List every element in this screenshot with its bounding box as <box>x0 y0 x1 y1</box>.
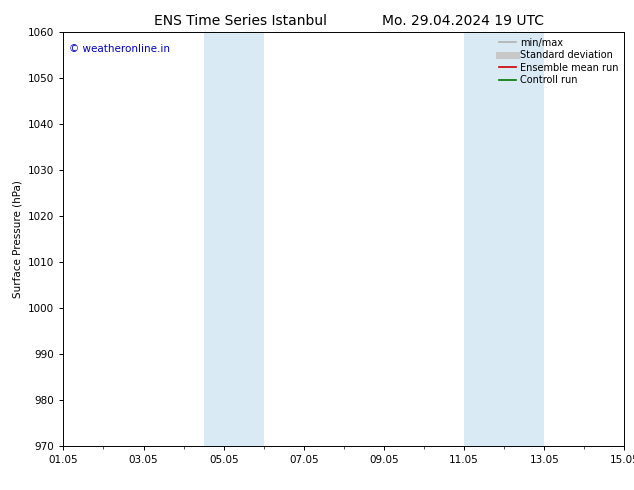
Bar <box>204 32 264 446</box>
Legend: min/max, Standard deviation, Ensemble mean run, Controll run: min/max, Standard deviation, Ensemble me… <box>495 34 623 89</box>
Text: ENS Time Series Istanbul: ENS Time Series Istanbul <box>155 14 327 28</box>
Bar <box>464 32 545 446</box>
Text: Mo. 29.04.2024 19 UTC: Mo. 29.04.2024 19 UTC <box>382 14 544 28</box>
Text: © weatheronline.in: © weatheronline.in <box>69 44 170 54</box>
Y-axis label: Surface Pressure (hPa): Surface Pressure (hPa) <box>13 180 23 298</box>
